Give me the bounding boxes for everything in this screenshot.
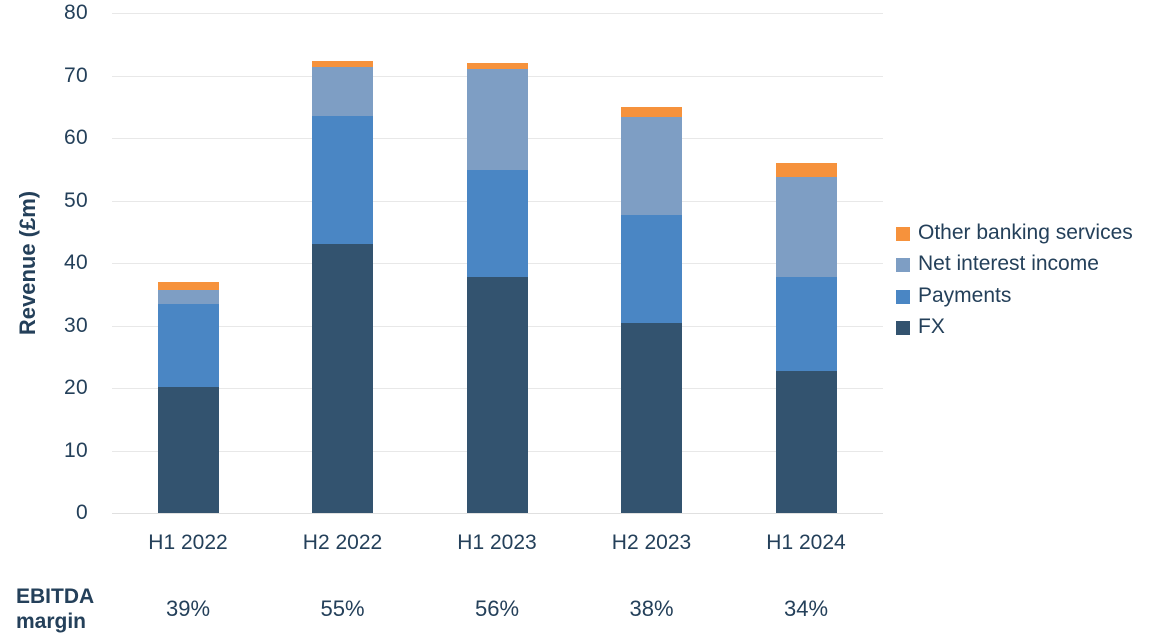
bar-segment-payments-h1-2024	[775, 276, 837, 371]
ebitda-margin-label-line1: EBITDA	[16, 585, 95, 608]
legend-item-payments: Payments	[896, 284, 1011, 308]
legend-color-swatch-fx	[896, 321, 910, 336]
x-axis-label-h2-2022: H2 2022	[302, 531, 383, 554]
x-axis-label-h1-2022: H1 2022	[148, 531, 228, 554]
legend-item-label: Other banking services	[918, 221, 1133, 244]
ebitda-margin-value-h1-2023: 56%	[474, 596, 520, 621]
bar-segment-fx-h2-2022	[312, 244, 373, 513]
bar-segment-other-banking-services-h2-2022	[312, 60, 373, 67]
legend-item-other-banking-services: Other banking services	[896, 221, 1133, 245]
bar-segment-payments-h2-2022	[312, 116, 373, 245]
bar-segment-payments-h1-2022	[157, 304, 219, 387]
bar-segment-other-banking-services-h1-2023	[466, 63, 528, 70]
legend-item-fx: FX	[896, 315, 945, 339]
bar-segment-fx-h1-2023	[466, 276, 528, 513]
ebitda-margin-label-line2: margin	[16, 610, 87, 633]
ebitda-margin-value-h1-2024: 34%	[783, 596, 829, 621]
bar-segment-net-interest-income-h1-2024	[775, 177, 837, 277]
y-tick-label: 80	[64, 1, 88, 24]
bar-segment-payments-h1-2023	[466, 169, 528, 277]
legend-color-swatch-payments	[896, 289, 910, 304]
bar-segment-fx-h2-2023	[621, 323, 682, 513]
bar-segment-net-interest-income-h2-2022	[312, 66, 373, 117]
y-tick-label: 50	[64, 188, 88, 212]
x-axis-label-h1-2023: H1 2023	[457, 531, 537, 554]
ebitda-margin-value-h2-2022: 55%	[320, 596, 365, 621]
y-tick-label: 40	[64, 251, 88, 274]
bar-segment-net-interest-income-h2-2023	[621, 117, 682, 215]
bar-segment-other-banking-services-h1-2022	[157, 281, 219, 290]
y-tick-label: 0	[76, 501, 88, 524]
gridline-y-80	[112, 13, 883, 14]
legend-color-swatch-other-banking-services	[896, 227, 910, 241]
legend-item-label: FX	[918, 315, 945, 339]
y-tick-label: 60	[64, 126, 88, 149]
ebitda-margin-value-h2-2023: 38%	[629, 596, 674, 621]
ebitda-margin-value-h1-2022: 39%	[165, 596, 211, 621]
x-axis-label-h2-2023: H2 2023	[611, 531, 692, 554]
bar-segment-net-interest-income-h1-2023	[466, 69, 528, 170]
bar-segment-fx-h1-2024	[775, 370, 837, 513]
x-axis-label-h1-2024: H1 2024	[766, 531, 846, 554]
bar-segment-fx-h1-2022	[157, 386, 219, 513]
gridline-y-0	[112, 513, 883, 514]
bar-segment-other-banking-services-h2-2023	[621, 107, 682, 118]
ebitda-margin-label: EBITDA margin	[16, 584, 94, 634]
legend-item-net-interest-income: Net interest income	[896, 252, 1099, 276]
y-tick-label: 30	[64, 313, 88, 337]
legend-item-label: Payments	[918, 283, 1012, 307]
bar-segment-payments-h2-2023	[621, 214, 682, 323]
legend-color-swatch-net-interest-income	[896, 258, 910, 273]
legend-item-label: Net interest income	[918, 252, 1099, 276]
bar-segment-net-interest-income-h1-2022	[157, 289, 219, 305]
bar-segment-other-banking-services-h1-2024	[775, 163, 837, 178]
y-tick-label: 20	[64, 376, 88, 399]
y-tick-label: 70	[64, 63, 88, 87]
y-tick-label: 10	[64, 438, 88, 462]
